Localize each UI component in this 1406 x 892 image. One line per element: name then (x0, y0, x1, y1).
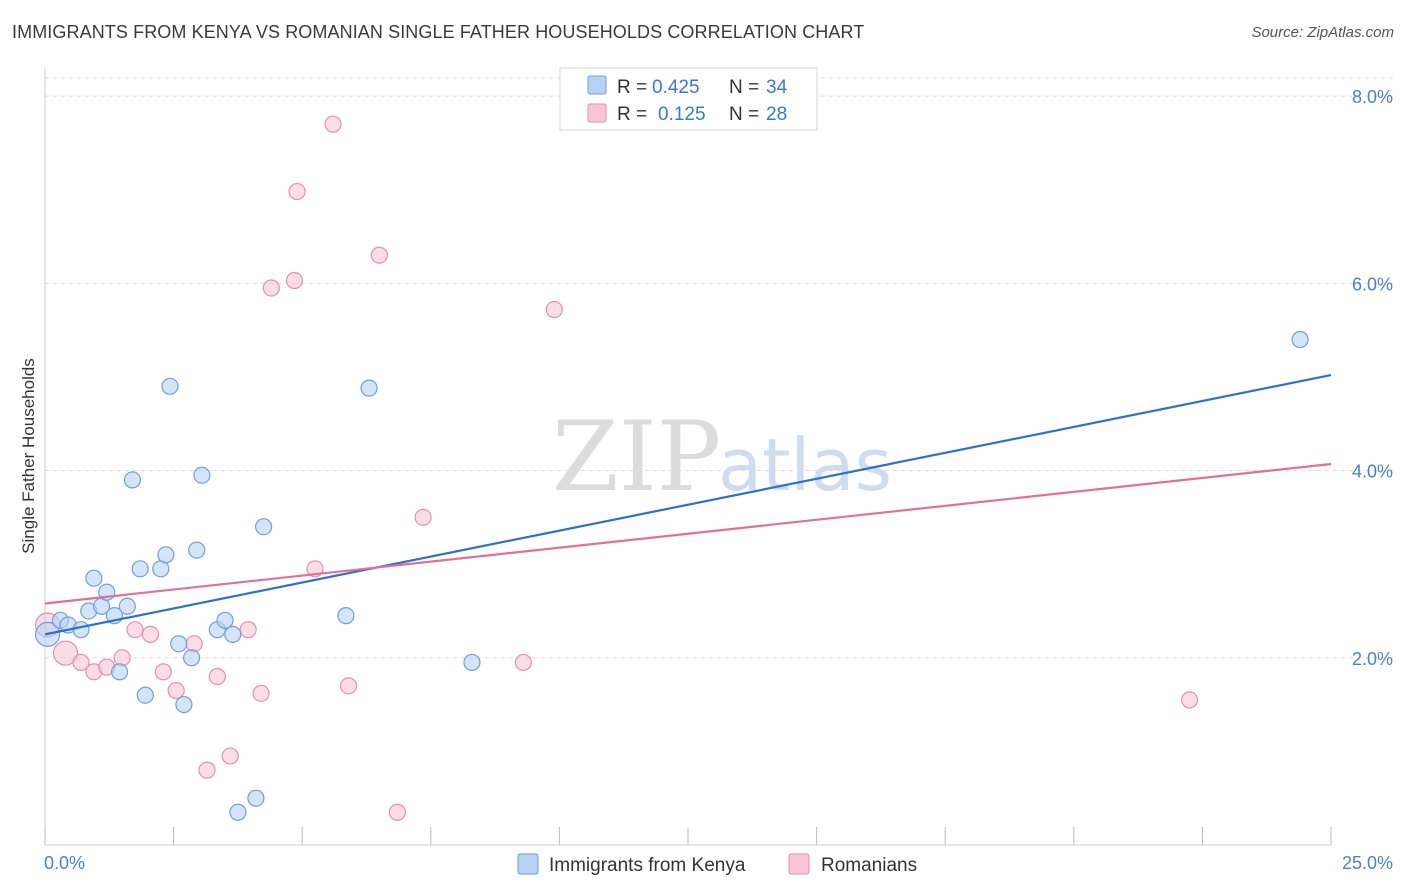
gridlines (45, 77, 1393, 659)
romanian-point (185, 635, 203, 653)
romanian-point (239, 621, 257, 639)
kenya-point (183, 649, 201, 667)
romanian-point (370, 246, 388, 264)
legend-r-label-romanian: R = (617, 104, 647, 125)
kenya-point (161, 377, 179, 395)
chart-title: IMMIGRANTS FROM KENYA VS ROMANIAN SINGLE… (12, 22, 865, 42)
legend-r-value-kenya: 0.425 (652, 77, 700, 98)
y-tick-label: 6.0% (1352, 274, 1393, 294)
legend-n-value-kenya: 34 (766, 77, 788, 98)
kenya-point (216, 611, 234, 629)
romanian-point (167, 681, 185, 700)
x-ticks (44, 827, 1332, 845)
kenya-point (255, 518, 273, 536)
romanian-point (1180, 691, 1199, 709)
kenya-point (118, 597, 136, 615)
bottom-legend-swatch-kenya (517, 853, 539, 875)
watermark-zip: ZIP (552, 401, 721, 513)
romanian-point (545, 300, 563, 319)
romanian-point (141, 625, 160, 643)
romanian-point (52, 640, 79, 666)
kenya-trend-line (44, 373, 1332, 636)
romanian-point (414, 508, 432, 526)
bottom-legend-label-kenya: Immigrants from Kenya (549, 855, 746, 876)
bottom-legend: Immigrants from Kenya Romanians (517, 853, 917, 876)
y-tick-label: 2.0% (1352, 649, 1393, 669)
kenya-point (72, 621, 90, 639)
kenya-point (224, 625, 242, 643)
romanian-point (324, 115, 342, 133)
source-label: Source: ZipAtlas.com (1251, 24, 1394, 41)
kenya-point (229, 803, 247, 821)
x-tick-label-max: 25.0% (1342, 853, 1393, 873)
legend-n-value-romanian: 28 (766, 104, 787, 125)
kenya-point (188, 541, 206, 559)
kenya-point (175, 695, 193, 714)
romanian-point (113, 649, 131, 667)
x-tick-label-min: 0.0% (44, 853, 85, 873)
legend-n-label-romanian: N = (729, 104, 759, 125)
trend-lines (44, 373, 1332, 636)
kenya-point (463, 653, 481, 672)
romanian-point (514, 653, 532, 672)
romanian-point (285, 271, 304, 290)
kenya-point (110, 663, 129, 681)
kenya-point (85, 569, 103, 587)
romanian-point (208, 667, 226, 686)
bottom-legend-label-romanian: Romanians (821, 855, 917, 876)
kenya-point (136, 686, 154, 704)
romanian-point (221, 747, 239, 765)
y-tick-label: 8.0% (1352, 87, 1393, 107)
y-axis-label: Single Father Households (19, 358, 38, 554)
romanian-point (388, 803, 406, 821)
kenya-point (360, 379, 378, 397)
romanian-point (154, 663, 172, 681)
romanian-point (72, 653, 90, 672)
legend-r-value-romanian: 0.125 (658, 104, 706, 125)
legend-swatch-kenya (587, 75, 607, 95)
watermark: ZIP atlas (552, 401, 892, 513)
romanian-point (252, 684, 270, 702)
kenya-point (157, 546, 175, 564)
romanian-point (339, 677, 358, 695)
kenya-point (170, 635, 188, 653)
kenya-point (337, 607, 355, 625)
kenya-point (247, 789, 265, 807)
legend-n-label-kenya: N = (729, 77, 759, 98)
bottom-legend-swatch-romanian (788, 853, 810, 875)
legend-swatch-romanian (587, 103, 607, 123)
legend: R = 0.425 N = 34 R = 0.125 N = 28 (559, 67, 818, 131)
romanian-point (262, 279, 280, 297)
romanian-point (198, 761, 216, 779)
romanian-point (126, 621, 144, 639)
kenya-point (193, 466, 211, 484)
kenya-point (131, 560, 149, 578)
y-tick-labels: 2.0% 4.0% 6.0% 8.0% (1352, 87, 1393, 669)
romanian-point (288, 182, 306, 201)
legend-r-label-kenya: R = (617, 77, 647, 98)
kenya-point (123, 471, 142, 489)
romanian-trend-line (44, 462, 1332, 605)
y-tick-label: 4.0% (1352, 462, 1393, 482)
kenya-point (1291, 330, 1309, 349)
